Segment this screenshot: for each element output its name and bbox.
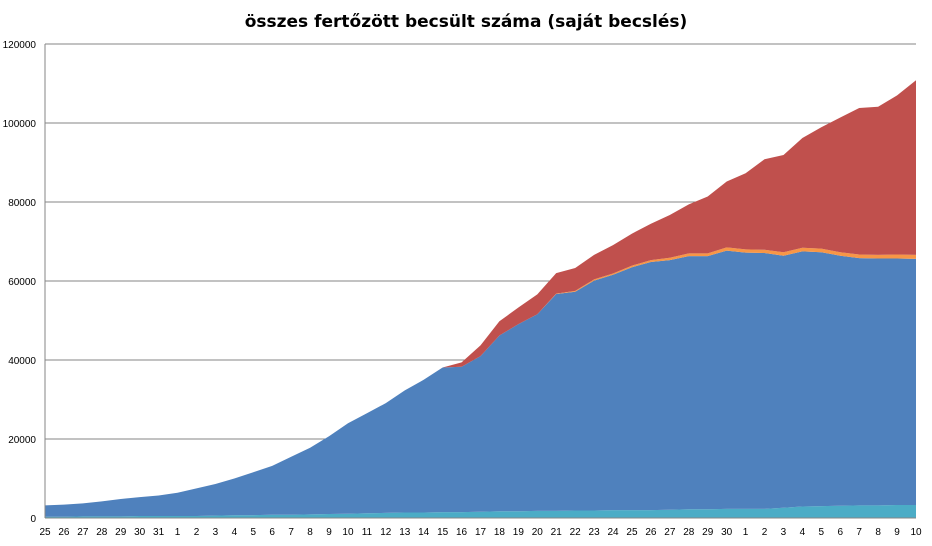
series-area-1	[45, 505, 916, 518]
x-tick-label: 10	[342, 527, 354, 538]
x-tick-label: 8	[307, 527, 313, 538]
x-tick-label: 4	[800, 527, 806, 538]
x-tick-label: 3	[213, 527, 219, 538]
x-axis-tick-labels: 25 26 27 28 29 30 31 1 2 3 4 5 6 7 8 9 10 11 12 13 14 15 16 17 1…	[39, 527, 922, 538]
series-areas	[45, 80, 916, 518]
y-axis-tick-labels: 0 20000 40000 60000 80000 100000 120000	[3, 40, 37, 525]
x-tick-label: 28	[96, 527, 108, 538]
x-tick-label: 6	[837, 527, 843, 538]
y-tick-label: 60000	[8, 277, 36, 288]
x-tick-label: 4	[232, 527, 238, 538]
x-tick-label: 24	[607, 527, 619, 538]
x-tick-label: 27	[664, 527, 676, 538]
y-tick-label: 40000	[8, 356, 36, 367]
x-tick-label: 3	[781, 527, 787, 538]
x-tick-label: 30	[134, 527, 146, 538]
x-tick-label: 1	[175, 527, 181, 538]
y-tick-label: 80000	[8, 198, 36, 209]
x-tick-label: 14	[418, 527, 430, 538]
x-tick-label: 20	[532, 527, 544, 538]
x-tick-label: 30	[721, 527, 733, 538]
x-tick-label: 5	[819, 527, 825, 538]
series-area-2	[45, 250, 916, 517]
x-tick-label: 29	[115, 527, 127, 538]
x-tick-label: 17	[475, 527, 487, 538]
x-tick-label: 26	[645, 527, 657, 538]
x-tick-label: 9	[894, 527, 900, 538]
x-tick-label: 11	[362, 527, 373, 538]
x-tick-label: 27	[77, 527, 89, 538]
x-tick-label: 31	[153, 527, 165, 538]
x-tick-label: 2	[194, 527, 200, 538]
x-tick-label: 9	[326, 527, 332, 538]
x-tick-label: 12	[380, 527, 392, 538]
x-tick-label: 22	[570, 527, 582, 538]
x-tick-label: 16	[456, 527, 468, 538]
x-tick-label: 13	[399, 527, 411, 538]
x-tick-label: 21	[551, 527, 563, 538]
y-tick-label: 0	[30, 514, 36, 525]
x-tick-label: 8	[875, 527, 881, 538]
x-tick-label: 18	[494, 527, 506, 538]
x-tick-label: 15	[437, 527, 449, 538]
x-tick-label: 2	[762, 527, 768, 538]
x-tick-label: 7	[856, 527, 862, 538]
x-tick-label: 26	[58, 527, 70, 538]
y-tick-label: 120000	[3, 40, 37, 51]
x-tick-label: 5	[251, 527, 257, 538]
chart-title: összes fertőzött becsült száma (saját be…	[244, 12, 688, 32]
x-tick-label: 25	[39, 527, 51, 538]
x-tick-label: 10	[910, 527, 922, 538]
y-tick-label: 20000	[8, 435, 36, 446]
x-tick-label: 29	[702, 527, 714, 538]
x-tick-label: 25	[626, 527, 638, 538]
x-tick-label: 6	[269, 527, 275, 538]
x-tick-label: 28	[683, 527, 695, 538]
axes	[44, 44, 916, 519]
x-tick-label: 7	[288, 527, 294, 538]
x-tick-label: 1	[743, 527, 749, 538]
x-tick-label: 19	[513, 527, 525, 538]
y-tick-label: 100000	[3, 119, 37, 130]
x-tick-label: 23	[589, 527, 601, 538]
